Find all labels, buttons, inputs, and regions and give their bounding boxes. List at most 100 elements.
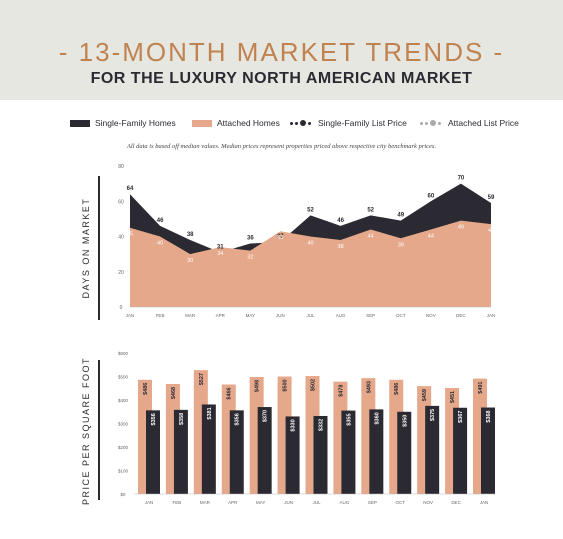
bar-chart-label-rule xyxy=(98,360,100,500)
area-ytick-label: 60 xyxy=(118,199,124,205)
area-ytick-label: 80 xyxy=(118,164,124,170)
area-data-label-single-family: 70 xyxy=(458,176,465,182)
dotted-line-icon-dark xyxy=(290,120,313,126)
bar-data-label-single-family: $381 xyxy=(207,407,213,419)
area-data-label-single-family: 46 xyxy=(337,218,344,224)
area-xtick-label: AUG xyxy=(336,313,346,318)
bar-data-label-single-family: $356 xyxy=(151,413,157,425)
bar-ytick-label: $100 xyxy=(118,469,129,474)
legend-swatch-peach xyxy=(192,119,212,127)
area-xtick-label: JAN xyxy=(487,313,496,318)
bar-ytick-label: $300 xyxy=(118,422,129,427)
bar-data-label-single-family: $356 xyxy=(235,413,241,425)
area-ytick-label: 20 xyxy=(118,270,124,276)
bar-data-label-attached: $527 xyxy=(199,373,205,385)
area-data-label-attached: 39 xyxy=(398,242,404,248)
bar-data-label-single-family: $367 xyxy=(458,411,464,423)
bar-xtick-label: JAN xyxy=(145,500,154,505)
legend-label-attached: Attached Homes xyxy=(217,118,280,128)
bar-xtick-label: FEB xyxy=(173,500,182,505)
bar-single-family xyxy=(257,407,272,494)
area-data-label-single-family: 59 xyxy=(488,195,495,201)
bar-single-family xyxy=(453,407,468,494)
bar-data-label-attached: $491 xyxy=(478,381,484,393)
area-data-label-attached: 38 xyxy=(338,244,344,250)
bar-data-label-attached: $466 xyxy=(227,387,233,399)
area-data-label-attached: 40 xyxy=(307,241,313,247)
bar-data-label-single-family: $375 xyxy=(430,409,436,421)
area-xtick-label: MAR xyxy=(185,313,196,318)
bar-data-label-attached: $498 xyxy=(255,380,261,392)
data-note: All data is based off median values. Med… xyxy=(126,143,437,150)
bar-xtick-label: JUL xyxy=(312,500,320,505)
bar-ytick-label: $200 xyxy=(118,445,129,450)
bar-xtick-label: NOV xyxy=(423,500,433,505)
bar-single-family xyxy=(201,404,216,494)
bar-data-label-single-family: $350 xyxy=(402,415,408,427)
bar-data-label-single-family: $332 xyxy=(319,419,325,431)
area-xtick-label: NOV xyxy=(426,313,436,318)
bar-data-label-single-family: $358 xyxy=(179,413,185,425)
legend-label-sf-list-price: Single-Family List Price xyxy=(318,118,407,128)
bar-single-family xyxy=(146,410,160,494)
bar-data-label-attached: $486 xyxy=(394,383,400,395)
area-data-label-attached: 34 xyxy=(217,251,223,257)
bar-data-label-attached: $502 xyxy=(311,379,317,391)
area-data-label-attached: 47 xyxy=(488,228,494,234)
area-data-label-single-family: 38 xyxy=(187,232,194,238)
bar-single-family xyxy=(481,407,495,494)
bar-data-label-single-family: $355 xyxy=(346,413,352,425)
bar-xtick-label: AUG xyxy=(340,500,350,505)
legend-label-att-list-price: Attached List Price xyxy=(448,118,519,128)
bar-data-label-single-family: $368 xyxy=(486,410,492,422)
bar-single-family xyxy=(173,409,188,494)
legend-item-sf-list-price: Single-Family List Price xyxy=(290,118,407,128)
area-xtick-label: FEB xyxy=(156,313,165,318)
legend-swatch-dark xyxy=(70,119,90,127)
area-xtick-label: OCT xyxy=(396,313,406,318)
page-subtitle: FOR THE LUXURY NORTH AMERICAN MARKET xyxy=(90,70,473,87)
bar-data-label-single-family: $330 xyxy=(291,419,297,431)
legend-item-attached: Attached Homes xyxy=(192,118,280,128)
bar-data-label-single-family: $360 xyxy=(374,412,380,424)
bar-xtick-label: MAY xyxy=(256,500,265,505)
bar-ytick-label: $400 xyxy=(118,398,129,403)
bar-data-label-single-family: $370 xyxy=(263,410,269,422)
page-title: - 13-MONTH MARKET TRENDS - xyxy=(58,37,505,67)
bar-xtick-label: MAR xyxy=(200,500,211,505)
bar-single-family xyxy=(369,409,384,494)
bar-single-family xyxy=(425,405,440,494)
legend: Single-Family Homes Attached Homes Singl… xyxy=(0,118,563,134)
bar-xtick-label: JAN xyxy=(480,500,489,505)
area-xtick-label: MAY xyxy=(246,313,255,318)
area-ytick-label: 40 xyxy=(118,235,124,241)
bar-data-label-attached: $451 xyxy=(450,391,456,403)
bar-ytick-label: $0 xyxy=(120,492,126,497)
area-data-label-attached: 32 xyxy=(247,255,253,261)
bar-single-family xyxy=(229,410,244,494)
area-data-label-attached: 45 xyxy=(127,232,133,238)
bar-data-label-attached: $493 xyxy=(366,381,372,393)
area-xtick-label: JUN xyxy=(276,313,285,318)
area-data-label-single-family: 46 xyxy=(157,218,164,224)
area-data-label-single-family: 37 xyxy=(277,234,284,240)
area-data-label-attached: 44 xyxy=(368,233,374,239)
bar-single-family xyxy=(285,416,300,494)
area-xtick-label: JUL xyxy=(306,313,314,318)
area-chart-label-rule xyxy=(98,176,100,320)
bar-data-label-attached: $459 xyxy=(422,389,428,401)
bar-data-label-attached: $486 xyxy=(143,383,149,395)
area-series-attached xyxy=(130,220,491,307)
area-data-label-single-family: 60 xyxy=(427,193,434,199)
bar-single-family xyxy=(397,411,412,494)
area-data-label-attached: 30 xyxy=(187,258,193,264)
dotted-line-icon-light xyxy=(420,120,443,126)
area-data-label-attached: 49 xyxy=(458,225,464,231)
bar-xtick-label: APR xyxy=(228,500,238,505)
legend-item-single-family: Single-Family Homes xyxy=(70,118,176,128)
area-data-label-attached: 44 xyxy=(428,233,434,239)
area-data-label-single-family: 31 xyxy=(217,244,224,250)
bar-xtick-label: OCT xyxy=(396,500,406,505)
bar-single-family xyxy=(313,415,328,494)
area-data-label-single-family: 52 xyxy=(367,207,374,213)
